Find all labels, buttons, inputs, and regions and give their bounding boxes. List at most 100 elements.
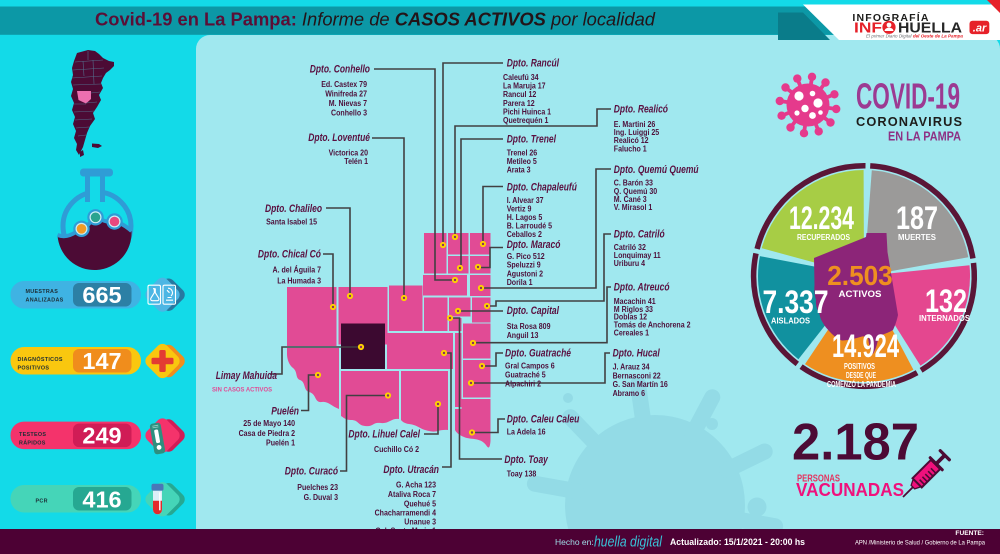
- svg-text:Dpto. Realicó: Dpto. Realicó: [614, 104, 669, 116]
- svg-text:RÁPIDOS: RÁPIDOS: [19, 439, 46, 446]
- svg-text:Actualizado: 15/1/2021 - 20:: Actualizado: 15/1/2021 - 20:00 hs: [670, 536, 805, 547]
- svg-text:Santa Isabel 15: Santa Isabel 15: [266, 218, 317, 227]
- svg-text:Dpto. Lihuel Calel: Dpto. Lihuel Calel: [348, 429, 420, 441]
- svg-text:MUERTES: MUERTES: [898, 233, 937, 242]
- svg-text:Victorica 20: Victorica 20: [329, 149, 369, 158]
- svg-text:COVID-19: COVID-19: [856, 76, 960, 117]
- svg-text:Dpto. Catriló: Dpto. Catriló: [614, 229, 665, 241]
- svg-text:M. Nievas 7: M. Nievas 7: [329, 99, 368, 108]
- svg-text:Parera 12: Parera 12: [503, 99, 535, 108]
- svg-text:DIAGNÓSTICOS: DIAGNÓSTICOS: [18, 355, 63, 363]
- svg-text:Vertiz 9: Vertiz 9: [507, 204, 532, 213]
- svg-text:25 de Mayo 140: 25 de Mayo 140: [243, 419, 295, 428]
- svg-text:huella digital: huella digital: [594, 534, 663, 551]
- svg-text:Quetrequén 1: Quetrequén 1: [503, 116, 549, 125]
- svg-text:132: 132: [925, 283, 967, 319]
- svg-text:Bernasconi 22: Bernasconi 22: [613, 371, 662, 380]
- svg-text:G. Acha 123: G. Acha 123: [396, 481, 436, 490]
- svg-text:Toay 138: Toay 138: [507, 470, 537, 479]
- svg-text:Doblas 12: Doblas 12: [614, 313, 648, 322]
- svg-text:Hecho en:: Hecho en:: [555, 537, 594, 547]
- svg-text:B. Larroudé 5: B. Larroudé 5: [507, 222, 553, 231]
- svg-text:Tomás de Anchorena 2: Tomás de Anchorena 2: [614, 321, 691, 330]
- svg-text:Dpto. Guatraché: Dpto. Guatraché: [505, 348, 571, 360]
- svg-text:G. Duval 3: G. Duval 3: [304, 493, 339, 502]
- svg-text:Dpto. Capital: Dpto. Capital: [507, 305, 560, 317]
- svg-text:Chacharramendi 4: Chacharramendi 4: [375, 509, 437, 518]
- svg-text:2.503: 2.503: [827, 260, 893, 291]
- svg-text:Dpto. Rancúl: Dpto. Rancúl: [507, 58, 560, 70]
- svg-text:Cuchillo Có 2: Cuchillo Có 2: [374, 445, 419, 454]
- svg-text:Dpto. Atreucó: Dpto. Atreucó: [614, 282, 670, 294]
- svg-text:E. Martini 26: E. Martini 26: [614, 120, 656, 129]
- svg-text:INF: INF: [854, 20, 882, 37]
- svg-text:La Maruja 17: La Maruja 17: [503, 82, 546, 91]
- svg-text:ANALIZADAS: ANALIZADAS: [26, 298, 64, 304]
- svg-text:Dpto. Loventué: Dpto. Loventué: [308, 132, 370, 144]
- svg-text:M Riglos 33: M Riglos 33: [614, 305, 654, 314]
- svg-text:Dpto. Maracó: Dpto. Maracó: [507, 239, 561, 251]
- svg-text:Cereales 1: Cereales 1: [614, 329, 650, 338]
- svg-text:G. San Martín 16: G. San Martín 16: [613, 380, 669, 389]
- svg-text:Ataliva Roca 7: Ataliva Roca 7: [388, 490, 437, 499]
- svg-text:Rancul 12: Rancul 12: [503, 90, 537, 99]
- svg-text:J. Arauz 34: J. Arauz 34: [613, 362, 650, 371]
- svg-text:La Humada 3: La Humada 3: [277, 277, 321, 286]
- svg-text:Dpto. Trenel: Dpto. Trenel: [507, 134, 557, 146]
- svg-text:Arata 3: Arata 3: [507, 166, 531, 175]
- svg-text:Dpto. Chical Có: Dpto. Chical Có: [258, 249, 322, 261]
- svg-text:12.234: 12.234: [789, 200, 854, 236]
- svg-text:Dpto. Utracán: Dpto. Utracán: [383, 464, 439, 476]
- svg-text:H. Lagos 5: H. Lagos 5: [507, 213, 543, 222]
- svg-text:Puelén: Puelén: [271, 406, 299, 418]
- svg-text:G. Pico 512: G. Pico 512: [507, 252, 545, 261]
- svg-text:249: 249: [82, 423, 121, 449]
- svg-text:FUENTE:: FUENTE:: [955, 530, 984, 537]
- svg-text:CORONAVIRUS: CORONAVIRUS: [856, 114, 962, 129]
- svg-text:Dpto. Caleu Caleu: Dpto. Caleu Caleu: [507, 414, 580, 426]
- svg-text:Alpachiri 2: Alpachiri 2: [505, 379, 541, 388]
- svg-text:Ed. Castex 79: Ed. Castex 79: [321, 80, 367, 89]
- svg-text:POSITIVOS: POSITIVOS: [18, 365, 50, 371]
- svg-text:Metileo 5: Metileo 5: [507, 157, 538, 166]
- svg-text:2.187: 2.187: [792, 414, 919, 472]
- svg-text:187: 187: [896, 200, 938, 236]
- svg-text:Lonquimay 11: Lonquimay 11: [614, 251, 661, 260]
- svg-text:Ceballos 2: Ceballos 2: [507, 230, 543, 239]
- svg-text:Dpto. Curacó: Dpto. Curacó: [285, 466, 339, 478]
- svg-text:Conhello 3: Conhello 3: [331, 109, 367, 118]
- svg-text:Gral Campos 6: Gral Campos 6: [505, 362, 555, 371]
- svg-text:INFOGRAFÍA: INFOGRAFÍA: [852, 11, 929, 24]
- svg-text:RECUPERADOS: RECUPERADOS: [797, 233, 851, 242]
- svg-text:AISLADOS: AISLADOS: [771, 317, 811, 326]
- svg-text:Dpto. Toay: Dpto. Toay: [504, 454, 548, 466]
- svg-text:Catriló 32: Catriló 32: [614, 243, 647, 252]
- svg-text:M. Cané 3: M. Cané 3: [614, 195, 647, 204]
- svg-text:Covid-19 en La Pampa: Informe: Covid-19 en La Pampa: Informe de CASOS A…: [95, 9, 656, 30]
- svg-text:Caleufú 34: Caleufú 34: [503, 73, 539, 82]
- svg-text:POSITIVOS: POSITIVOS: [844, 362, 875, 371]
- svg-text:Dpto. Chapaleufú: Dpto. Chapaleufú: [507, 182, 578, 194]
- svg-text:TESTEOS: TESTEOS: [19, 432, 46, 438]
- svg-text:7.337: 7.337: [763, 284, 829, 320]
- svg-text:Realicó 12: Realicó 12: [614, 136, 649, 145]
- svg-text:Dpto. Quemú Quemú: Dpto. Quemú Quemú: [614, 164, 699, 176]
- svg-text:.ar: .ar: [973, 23, 987, 35]
- svg-text:EN LA PAMPA: EN LA PAMPA: [888, 130, 961, 144]
- svg-text:Anguil 13: Anguil 13: [507, 331, 539, 340]
- svg-text:Guatraché 5: Guatraché 5: [505, 370, 546, 379]
- svg-text:Quehué 5: Quehué 5: [404, 500, 437, 509]
- svg-text:APN /Ministerio de Salud / Go: APN /Ministerio de Salud / Gobierno de L…: [855, 540, 985, 547]
- svg-text:Limay Mahuida: Limay Mahuida: [216, 370, 277, 382]
- svg-text:Macachin 41: Macachin 41: [614, 297, 656, 306]
- svg-text:El primer Diario Digital del O: El primer Diario Digital del Oeste de La…: [866, 34, 963, 40]
- svg-text:Puelén 1: Puelén 1: [266, 439, 295, 448]
- svg-text:Uriburu 4: Uriburu 4: [614, 259, 646, 268]
- svg-text:Sta Rosa 809: Sta Rosa 809: [507, 322, 551, 331]
- svg-text:A. del Águila 7: A. del Águila 7: [273, 266, 322, 275]
- svg-text:Falucho 1: Falucho 1: [614, 144, 647, 153]
- svg-text:INTERNADOS: INTERNADOS: [919, 314, 971, 323]
- svg-text:Trenel 26: Trenel 26: [507, 148, 538, 157]
- svg-text:Casa de Piedra 2: Casa de Piedra 2: [239, 429, 296, 438]
- svg-text:C. Barón 33: C. Barón 33: [614, 179, 654, 188]
